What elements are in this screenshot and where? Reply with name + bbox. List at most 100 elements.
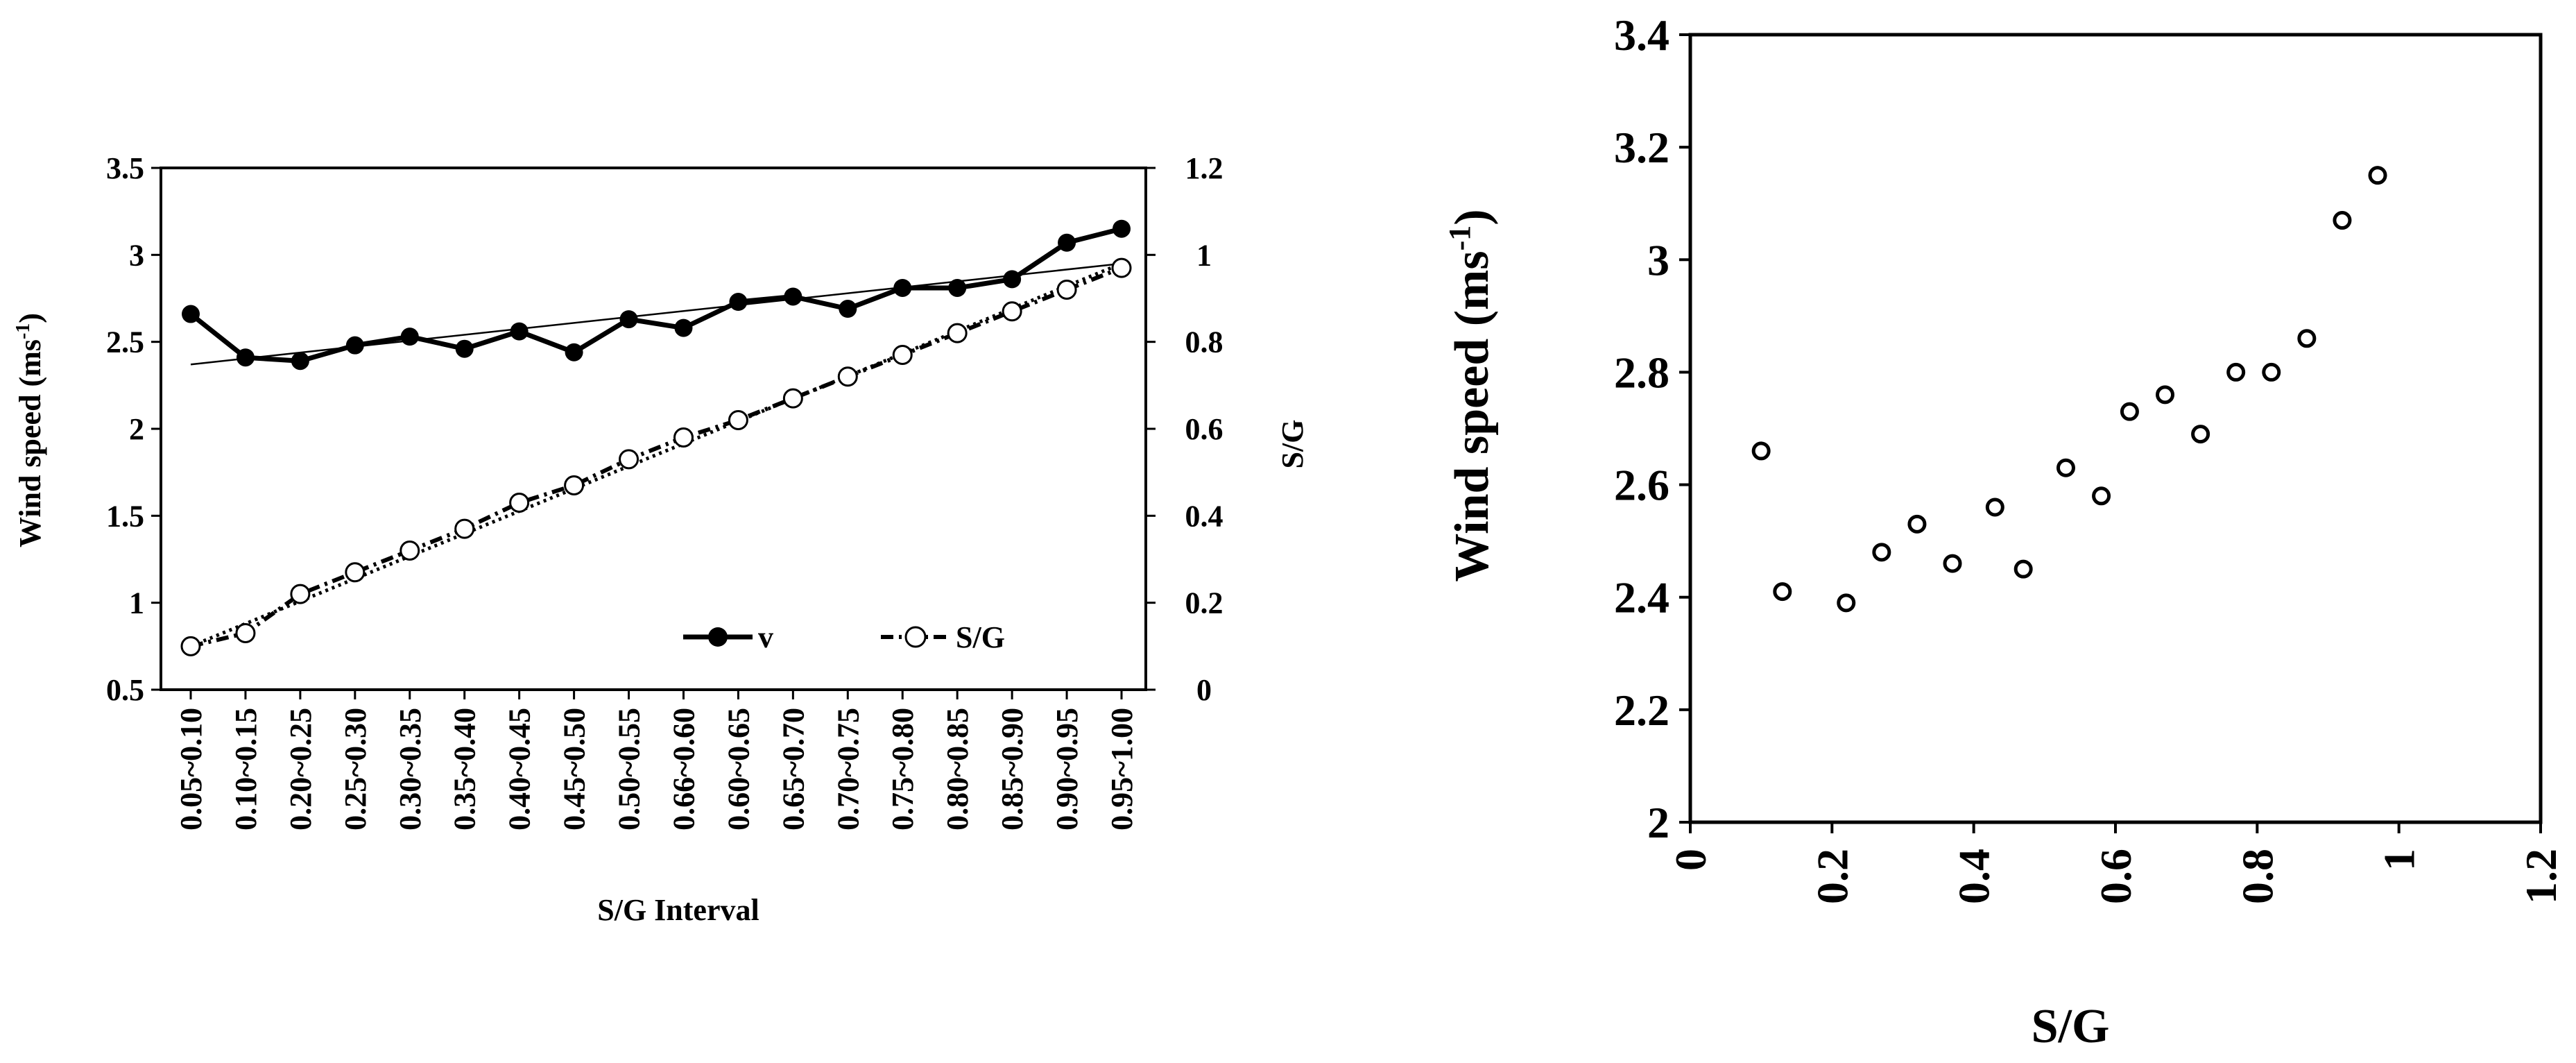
scatter-point xyxy=(2297,329,2317,348)
sg-point xyxy=(509,493,530,513)
v-point xyxy=(839,300,857,318)
left-y2-ticks: 0 0.2 0.4 0.6 0.8 1 1.2 xyxy=(1146,151,1223,707)
legend-v-marker xyxy=(708,627,728,647)
v-point xyxy=(345,336,364,355)
left-y2-tick-label: 1 xyxy=(1196,238,1212,272)
left-x-tick-label: 0.75~0.80 xyxy=(886,708,920,831)
right-y-tick-label: 2.6 xyxy=(1614,461,1669,510)
right-x-ticks: 0 0.2 0.4 0.6 0.8 1 1.2 xyxy=(1666,822,2566,904)
v-point xyxy=(948,278,967,297)
sg-point xyxy=(564,475,585,495)
left-x-tick-label: 0.65~0.70 xyxy=(776,708,810,831)
left-y-tick-label: 1.5 xyxy=(106,499,144,533)
right-y-tick-label: 2.4 xyxy=(1614,573,1669,622)
sg-point xyxy=(837,366,858,387)
right-chart: 2 2.2 2.4 2.6 2.8 3 3.2 3.4 0 0.2 0.4 0.6 0.8 1 1.2 W… xyxy=(1443,10,2566,1053)
left-y-tick-label: 3.5 xyxy=(106,151,144,185)
v-series-line xyxy=(189,226,1122,364)
right-plot-frame xyxy=(1688,33,2543,824)
v-trendline xyxy=(190,262,1122,366)
scatter-point xyxy=(1837,593,1856,613)
right-points xyxy=(1751,166,2387,613)
left-y2-tick-label: 0.8 xyxy=(1185,325,1223,359)
right-y-axis-title: Wind speed (ms-1) xyxy=(1443,209,1499,581)
scatter-point xyxy=(1907,514,1927,534)
sg-point xyxy=(235,623,256,644)
left-y2-tick-label: 1.2 xyxy=(1185,151,1223,185)
v-point xyxy=(1003,270,1022,289)
right-y-tick-label: 3.4 xyxy=(1614,10,1669,60)
left-x-tick-label: 0.50~0.55 xyxy=(612,708,646,831)
sg-point xyxy=(619,449,639,470)
left-y2-tick-label: 0.6 xyxy=(1185,412,1223,446)
scatter-point xyxy=(1773,582,1792,602)
scatter-point xyxy=(2156,385,2175,405)
right-x-tick-label: 0.2 xyxy=(1808,849,1857,904)
sg-point xyxy=(1002,301,1022,322)
sg-point xyxy=(400,540,420,561)
left-y2-tick-label: 0 xyxy=(1196,673,1212,707)
sg-point xyxy=(782,388,803,409)
left-x-tick-label: 0.20~0.25 xyxy=(284,708,318,831)
sg-point xyxy=(290,584,311,604)
legend-sg-marker xyxy=(904,626,927,648)
left-x-ticks: 0.05~0.10 0.10~0.15 0.20~0.25 0.25~0.30 0.30… xyxy=(174,690,1139,831)
left-x-tick-label: 0.25~0.30 xyxy=(338,708,372,831)
left-x-tick-label: 0.30~0.35 xyxy=(393,708,427,831)
left-y-ticks: 0.5 1 1.5 2 2.5 3 3.5 xyxy=(106,151,161,707)
sg-point xyxy=(892,344,913,365)
scatter-point xyxy=(2226,362,2246,382)
v-point xyxy=(1113,219,1131,238)
left-x-tick-label: 0.45~0.50 xyxy=(558,708,592,831)
v-point xyxy=(236,348,255,367)
v-point xyxy=(893,278,912,297)
left-x-tick-label: 0.10~0.15 xyxy=(229,708,263,831)
left-y2-axis-title: S/G xyxy=(1276,420,1310,469)
sg-point xyxy=(947,323,968,343)
right-x-tick-label: 0.4 xyxy=(1950,849,1999,904)
v-point xyxy=(182,305,200,323)
left-y-tick-label: 3 xyxy=(129,238,144,272)
v-point xyxy=(729,293,748,312)
left-x-tick-label: 0.66~0.60 xyxy=(667,708,701,831)
left-x-axis-title: S/G Interval xyxy=(597,893,759,927)
left-x-tick-label: 0.90~0.95 xyxy=(1050,708,1084,831)
left-y2-tick-label: 0.4 xyxy=(1185,499,1223,533)
left-x-tick-label: 0.85~0.90 xyxy=(995,708,1029,831)
scatter-point xyxy=(2056,458,2075,477)
sg-point xyxy=(1111,257,1132,278)
v-point xyxy=(784,287,802,306)
scatter-point xyxy=(1872,543,1891,562)
left-x-tick-label: 0.60~0.65 xyxy=(721,708,755,831)
left-y-tick-label: 2 xyxy=(129,412,144,446)
scatter-point xyxy=(2333,211,2352,230)
left-y-tick-label: 0.5 xyxy=(106,673,144,707)
right-x-tick-label: 0 xyxy=(1666,849,1715,871)
v-point xyxy=(619,310,638,329)
scatter-point xyxy=(2120,402,2139,421)
v-point xyxy=(565,343,583,362)
right-x-tick-label: 1 xyxy=(2375,849,2424,871)
scatter-point xyxy=(1943,554,1962,573)
left-plot-frame xyxy=(160,167,1147,691)
left-series xyxy=(180,219,1132,656)
legend: v S/G xyxy=(683,620,1005,654)
left-x-tick-label: 0.70~0.75 xyxy=(831,708,865,831)
v-point xyxy=(455,339,474,358)
sg-point xyxy=(728,409,748,430)
right-x-tick-label: 1.2 xyxy=(2516,849,2566,904)
left-x-tick-label: 0.35~0.40 xyxy=(448,708,482,831)
v-point xyxy=(400,328,419,346)
left-trendlines xyxy=(190,262,1122,648)
scatter-point xyxy=(2092,486,2111,506)
legend-sg-label: S/G xyxy=(956,620,1005,654)
right-y-ticks: 2 2.2 2.4 2.6 2.8 3 3.2 3.4 xyxy=(1614,10,1690,847)
sg-point xyxy=(345,562,366,583)
left-x-tick-label: 0.95~1.00 xyxy=(1105,708,1139,831)
left-x-tick-label: 0.40~0.45 xyxy=(503,708,537,831)
right-x-tick-label: 0.8 xyxy=(2233,849,2282,904)
right-y-tick-label: 3.2 xyxy=(1614,123,1669,172)
sg-point xyxy=(454,518,475,539)
